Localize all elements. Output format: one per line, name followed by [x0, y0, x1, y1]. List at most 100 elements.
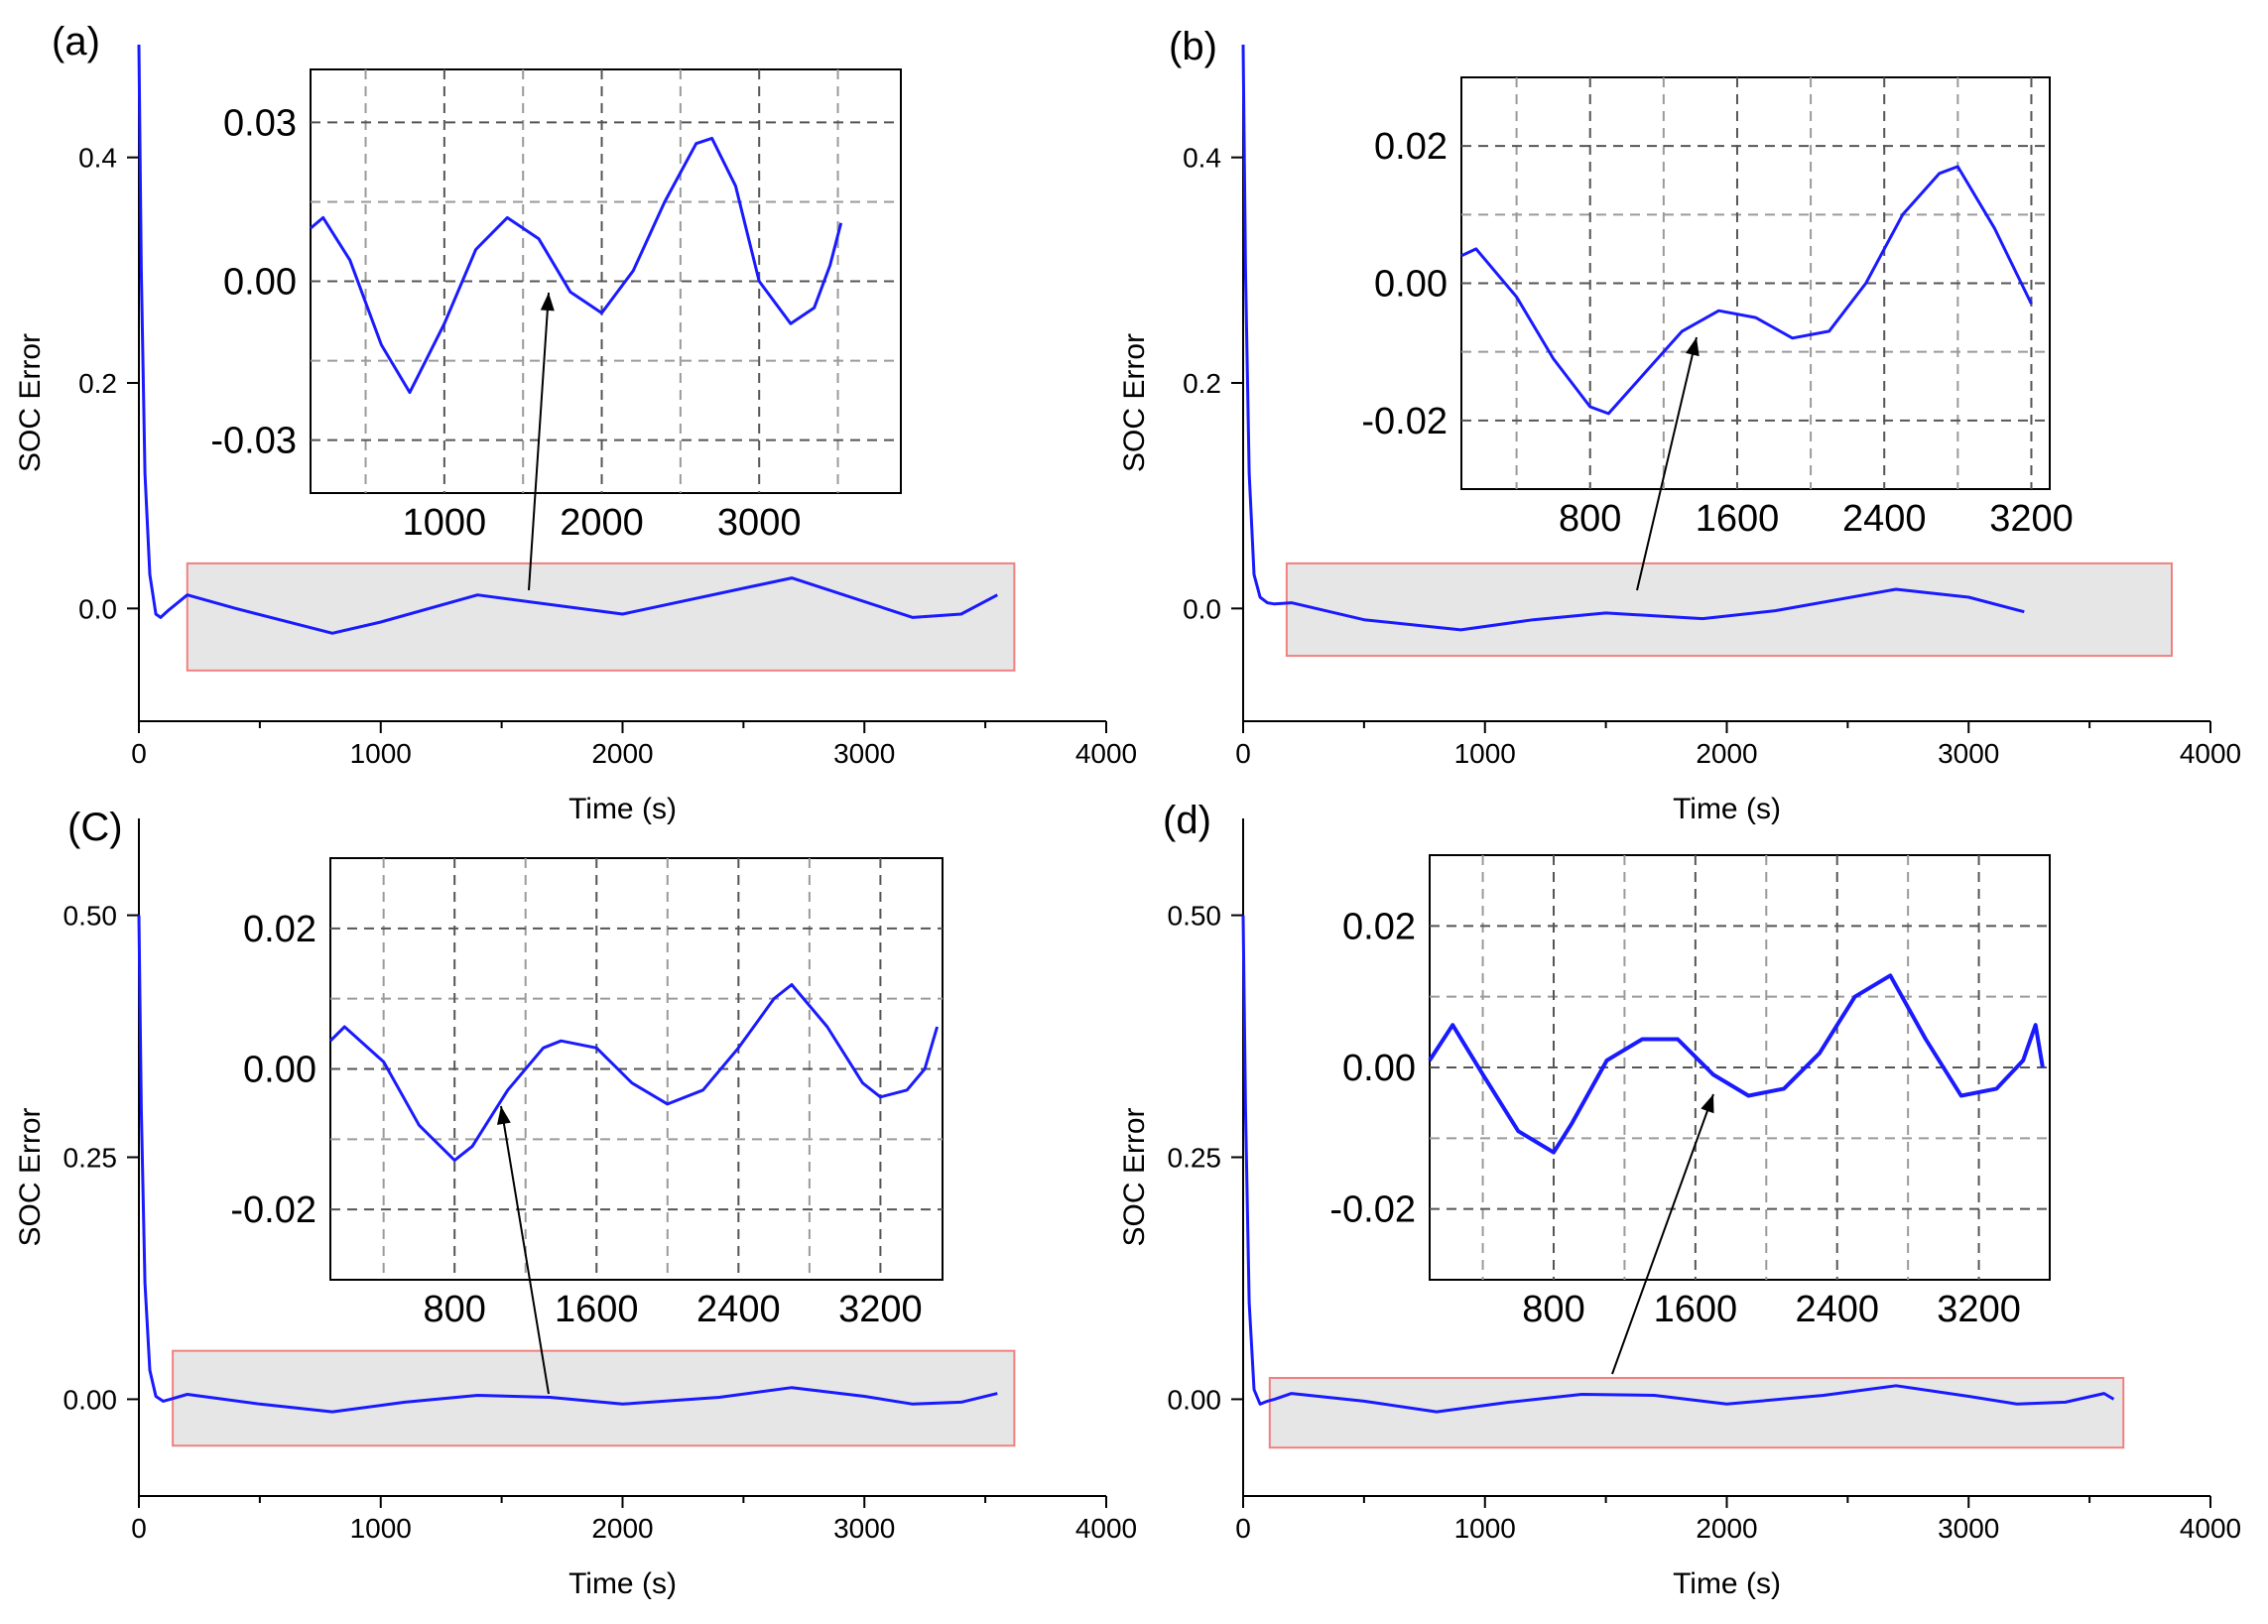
zoom-arrow-head — [497, 1106, 511, 1125]
inset-plot: 1000 2000 3000 -0.03 0.00 0.03 — [210, 68, 902, 544]
y-tick-label: 0.25 — [63, 1143, 118, 1174]
y-tick-label: 0.2 — [78, 368, 117, 399]
zoom-arrow — [1611, 1093, 1714, 1375]
inset-y-tick-label: -0.02 — [1329, 1189, 1416, 1231]
series-line-0 — [1241, 44, 2025, 632]
zoom-arrow — [528, 292, 550, 591]
x-tick-label: 4000 — [1075, 738, 1137, 769]
inset-x-tick-label: 1600 — [1696, 498, 1780, 540]
zoom-arrow — [1636, 336, 1698, 591]
y-tick-label: 0.4 — [78, 143, 117, 174]
inset-y-tick-label: 0.03 — [223, 102, 297, 144]
x-tick-label: 4000 — [2180, 738, 2241, 769]
panel-0: (a) 0 1000 2000 3000 4000 0.0 0.2 0.4 Time (s) SOC… — [14, 20, 1137, 825]
zoom-region-box — [1285, 562, 2173, 658]
x-tick-label: 2000 — [591, 1513, 653, 1544]
y-tick-label: 0.00 — [1168, 1384, 1222, 1415]
series-line-0 — [137, 44, 999, 635]
y-tick-label: 0.0 — [1183, 593, 1221, 624]
inset-x-tick-label: 1000 — [403, 502, 487, 544]
inset-x-tick-label: 2400 — [1795, 1289, 1879, 1330]
x-tick-label: 0 — [1235, 738, 1251, 769]
x-tick-label: 3000 — [1938, 1513, 1999, 1544]
zoom-region-box — [1268, 1376, 2125, 1449]
y-tick-label: 0.50 — [63, 901, 118, 932]
inset-series-line-0 — [310, 136, 843, 395]
inset-y-tick-label: 0.02 — [243, 909, 316, 950]
panel-1: (b) 0 1000 2000 3000 4000 0.0 0.2 0.4 Time (s) SOC… — [1118, 25, 2241, 825]
inset-x-tick-label: 800 — [423, 1289, 485, 1330]
x-tick-label: 4000 — [1075, 1513, 1137, 1544]
y-tick-label: 0.0 — [78, 593, 117, 624]
y-tick-label: 0.4 — [1183, 143, 1221, 174]
x-tick-label: 0 — [1235, 1513, 1251, 1544]
inset-x-tick-label: 1600 — [555, 1289, 639, 1330]
x-tick-label: 3000 — [833, 1513, 895, 1544]
y-tick-label: 0.00 — [63, 1384, 118, 1415]
x-tick-label: 3000 — [1938, 738, 1999, 769]
series-line-0 — [1241, 915, 2115, 1414]
x-tick-label: 4000 — [2180, 1513, 2241, 1544]
inset-x-tick-label: 2400 — [1842, 498, 1927, 540]
x-tick-label: 3000 — [833, 738, 895, 769]
zoom-arrow — [500, 1105, 550, 1395]
y-tick-label: 0.25 — [1168, 1143, 1222, 1174]
inset-y-tick-label: -0.02 — [230, 1189, 316, 1231]
inset-x-tick-label: 2000 — [560, 502, 644, 544]
inset-x-tick-label: 2400 — [696, 1289, 781, 1330]
y-axis-title: SOC Error — [14, 333, 47, 472]
zoom-arrow-head — [1701, 1094, 1714, 1114]
series-line-0 — [137, 915, 998, 1414]
inset-y-tick-label: 0.00 — [243, 1050, 316, 1091]
y-axis-title: SOC Error — [1118, 333, 1151, 472]
inset-y-tick-label: 0.00 — [1342, 1048, 1416, 1089]
inset-y-tick-label: 0.00 — [223, 262, 297, 304]
zoom-arrow-head — [1686, 337, 1700, 357]
inset-x-tick-label: 1600 — [1654, 1289, 1738, 1330]
panel-label: (d) — [1163, 799, 1211, 842]
inset-x-tick-label: 800 — [1522, 1289, 1584, 1330]
inset-series-line-0 — [328, 983, 940, 1163]
y-axis-title: SOC Error — [14, 1107, 47, 1246]
x-tick-label: 1000 — [350, 738, 412, 769]
x-tick-label: 0 — [131, 1513, 147, 1544]
y-axis-title: SOC Error — [1118, 1107, 1151, 1246]
x-axis-title: Time (s) — [568, 1567, 677, 1600]
inset-plot: 800 1600 2400 3200 -0.02 0.00 0.02 — [1329, 854, 2051, 1330]
inset-series-line-0 — [1460, 165, 2033, 416]
x-axis-title: Time (s) — [1673, 793, 1781, 825]
zoom-region-box — [172, 1349, 1016, 1447]
inset-series-line-0 — [1428, 973, 2045, 1155]
panel-label: (a) — [52, 20, 100, 63]
inset-x-tick-label: 3200 — [1937, 1289, 2021, 1330]
zoom-region-box — [186, 562, 1016, 672]
x-tick-label: 0 — [131, 738, 147, 769]
panel-2: (C) 0 1000 2000 3000 4000 0.00 0.25 0.50 Time (s)… — [14, 806, 1137, 1600]
inset-x-tick-label: 3200 — [1989, 498, 2074, 540]
inset-plot: 800 1600 2400 3200 -0.02 0.00 0.02 — [1361, 76, 2074, 540]
x-tick-label: 1000 — [1454, 1513, 1516, 1544]
inset-x-tick-label: 3000 — [717, 502, 802, 544]
inset-y-tick-label: -0.03 — [210, 421, 297, 462]
x-tick-label: 1000 — [350, 1513, 412, 1544]
x-axis-title: Time (s) — [1673, 1567, 1781, 1600]
x-axis-title: Time (s) — [568, 793, 677, 825]
inset-y-tick-label: -0.02 — [1361, 401, 1448, 442]
inset-y-tick-label: 0.02 — [1374, 126, 1448, 168]
x-tick-label: 1000 — [1454, 738, 1516, 769]
x-tick-label: 2000 — [1696, 1513, 1757, 1544]
zoom-arrow-head — [540, 293, 555, 312]
inset-x-tick-label: 800 — [1559, 498, 1621, 540]
y-tick-label: 0.50 — [1168, 901, 1222, 932]
panel-label: (C) — [67, 806, 123, 849]
x-tick-label: 2000 — [591, 738, 653, 769]
inset-y-tick-label: 0.02 — [1342, 906, 1416, 947]
panel-3: (d) 0 1000 2000 3000 4000 0.00 0.25 0.50 Time (s)… — [1118, 799, 2241, 1600]
y-tick-label: 0.2 — [1183, 368, 1221, 399]
x-tick-label: 2000 — [1696, 738, 1757, 769]
inset-plot: 800 1600 2400 3200 -0.02 0.00 0.02 — [230, 857, 944, 1330]
inset-x-tick-label: 3200 — [838, 1289, 923, 1330]
panel-label: (b) — [1169, 25, 1217, 68]
inset-y-tick-label: 0.00 — [1374, 264, 1448, 306]
